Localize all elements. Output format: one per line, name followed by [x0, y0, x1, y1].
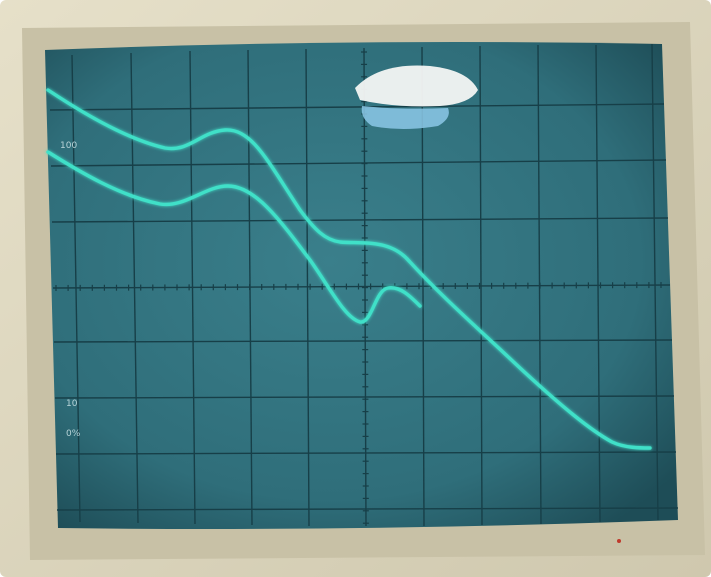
screen-glare-blue	[361, 106, 449, 129]
scale-label-lower: 10	[66, 399, 78, 409]
graticule-center-ticks	[55, 51, 662, 524]
lower-trace	[46, 150, 422, 324]
screen-glare	[355, 65, 478, 107]
bezel-indicator-dot	[617, 539, 621, 543]
scale-label-lower-sub: 0%	[66, 429, 81, 439]
crt-screen	[45, 42, 678, 529]
scale-label-upper: 100	[60, 141, 77, 151]
upper-trace	[46, 88, 652, 450]
